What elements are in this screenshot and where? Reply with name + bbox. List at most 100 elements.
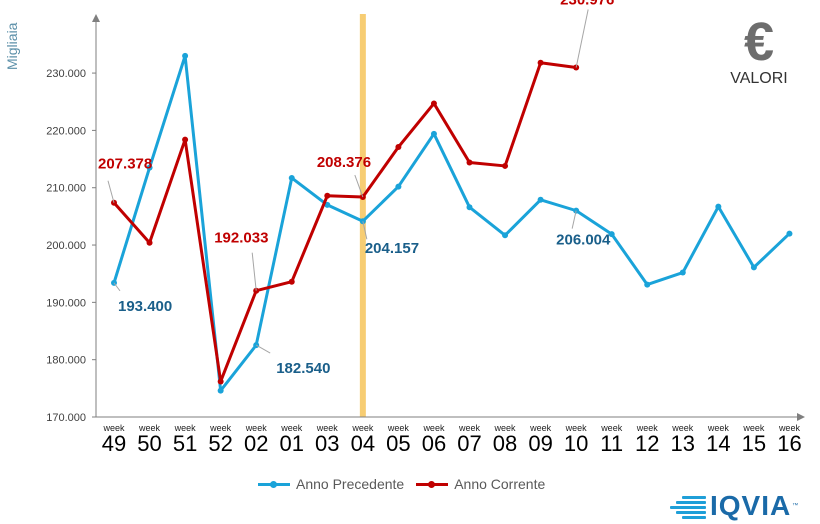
logo-mark-icon: [668, 495, 706, 519]
x-tick-label: 10: [564, 431, 588, 456]
x-tick-label: 01: [280, 431, 304, 456]
legend-item-prev: Anno Precedente: [258, 476, 404, 492]
legend: Anno Precedente Anno Corrente: [258, 476, 545, 492]
y-tick-label: 190.000: [46, 297, 86, 309]
x-tick-label: 50: [137, 431, 161, 456]
data-label-leader: [251, 252, 257, 291]
point-anno-precedente: [679, 269, 686, 276]
y-tick-label: 200.000: [46, 240, 86, 252]
point-anno-corrente: [146, 239, 153, 246]
data-label-leader: [113, 282, 121, 292]
data-label-leader: [575, 9, 589, 68]
point-anno-precedente: [430, 130, 437, 137]
x-tick-label: 15: [742, 431, 766, 456]
x-tick-week-label: week: [494, 423, 517, 433]
logo-text: IQVIA: [710, 490, 792, 521]
x-tick-week-label: week: [707, 423, 730, 433]
data-label-leader: [571, 210, 577, 229]
data-label-leader: [107, 180, 115, 203]
legend-swatch-curr: [416, 480, 449, 488]
x-tick-label: 09: [528, 431, 552, 456]
data-label: 207.378: [98, 156, 152, 173]
x-tick-week-label: week: [565, 423, 588, 433]
data-label-leader: [362, 221, 368, 240]
series-line-anno-corrente: [112, 61, 577, 383]
data-label: 193.400: [118, 298, 172, 315]
data-label: 206.004: [556, 232, 611, 249]
data-label: 208.376: [317, 154, 371, 171]
legend-label-prev: Anno Precedente: [296, 476, 405, 492]
x-tick-week-label: week: [778, 423, 801, 433]
y-tick-label: 210.000: [46, 183, 86, 195]
x-tick-label: 52: [208, 431, 232, 456]
point-anno-precedente: [324, 201, 331, 208]
x-tick-week-label: week: [742, 423, 765, 433]
series-line-anno-precedente: [112, 54, 791, 393]
data-label: 204.157: [365, 240, 419, 257]
point-anno-corrente: [502, 162, 509, 169]
point-anno-corrente: [182, 136, 189, 143]
y-tick-label: 170.000: [46, 412, 86, 424]
x-tick-week-label: week: [422, 423, 445, 433]
point-anno-corrente: [537, 59, 544, 66]
point-anno-precedente: [608, 231, 615, 238]
point-anno-precedente: [466, 204, 473, 211]
x-tick-week-label: week: [636, 423, 659, 433]
point-anno-corrente: [395, 144, 402, 151]
data-label: 192.033: [214, 230, 268, 247]
legend-swatch-prev: [258, 480, 290, 488]
data-label-leader: [354, 174, 364, 198]
legend-label-curr: Anno Corrente: [454, 476, 546, 492]
x-tick-label: 04: [351, 431, 375, 456]
legend-item-curr: Anno Corrente: [416, 476, 545, 492]
valori-label: VALORI: [730, 70, 788, 87]
x-tick-label: 16: [777, 431, 801, 456]
y-axis-arrow: [92, 14, 100, 22]
logo-tm: ™: [792, 503, 799, 509]
point-anno-precedente: [644, 281, 651, 288]
x-tick-week-label: week: [138, 423, 161, 433]
x-tick-label: 12: [635, 431, 659, 456]
x-tick-label: 05: [386, 431, 410, 456]
x-tick-week-label: week: [245, 423, 268, 433]
x-tick-week-label: week: [316, 423, 339, 433]
x-tick-label: 03: [315, 431, 339, 456]
point-anno-precedente: [253, 342, 260, 349]
point-anno-precedente: [288, 174, 295, 181]
y-tick-label: 220.000: [46, 125, 86, 137]
y-tick-label: 180.000: [46, 355, 86, 367]
x-tick-label: 49: [102, 431, 126, 456]
euro-icon: €: [743, 12, 775, 72]
highlight-band: [359, 14, 366, 417]
point-anno-precedente: [395, 183, 402, 190]
x-tick-week-label: week: [102, 423, 125, 433]
x-tick-label: 11: [600, 431, 623, 456]
point-anno-corrente: [217, 378, 224, 385]
point-anno-precedente: [182, 52, 189, 59]
x-tick-label: 14: [706, 431, 730, 456]
point-anno-corrente: [288, 278, 295, 285]
x-tick-week-label: week: [529, 423, 552, 433]
data-label: 230.976: [560, 0, 614, 8]
point-anno-precedente: [750, 264, 757, 271]
point-anno-precedente: [537, 196, 544, 203]
x-tick-week-label: week: [671, 423, 694, 433]
point-anno-corrente: [324, 192, 331, 199]
x-tick-week-label: week: [387, 423, 410, 433]
point-anno-precedente: [786, 230, 793, 237]
point-anno-precedente: [146, 164, 153, 171]
x-tick-week-label: week: [458, 423, 481, 433]
iqvia-logo: IQVIA ™: [668, 492, 798, 520]
line-chart: 170.000 180.000 190.000 200.000 210.000 220.0…: [46, 0, 805, 456]
point-anno-precedente: [502, 232, 509, 239]
point-anno-corrente: [430, 100, 437, 107]
point-anno-precedente: [715, 203, 722, 210]
x-tick-label: 51: [173, 431, 197, 456]
x-tick-week-label: week: [174, 423, 197, 433]
point-anno-precedente: [217, 387, 224, 394]
x-tick-week-label: week: [209, 423, 232, 433]
x-tick-label: 06: [422, 431, 446, 456]
data-label: 182.540: [276, 360, 330, 377]
x-tick-week-label: week: [351, 423, 374, 433]
y-tick-label: 230.000: [46, 68, 86, 80]
